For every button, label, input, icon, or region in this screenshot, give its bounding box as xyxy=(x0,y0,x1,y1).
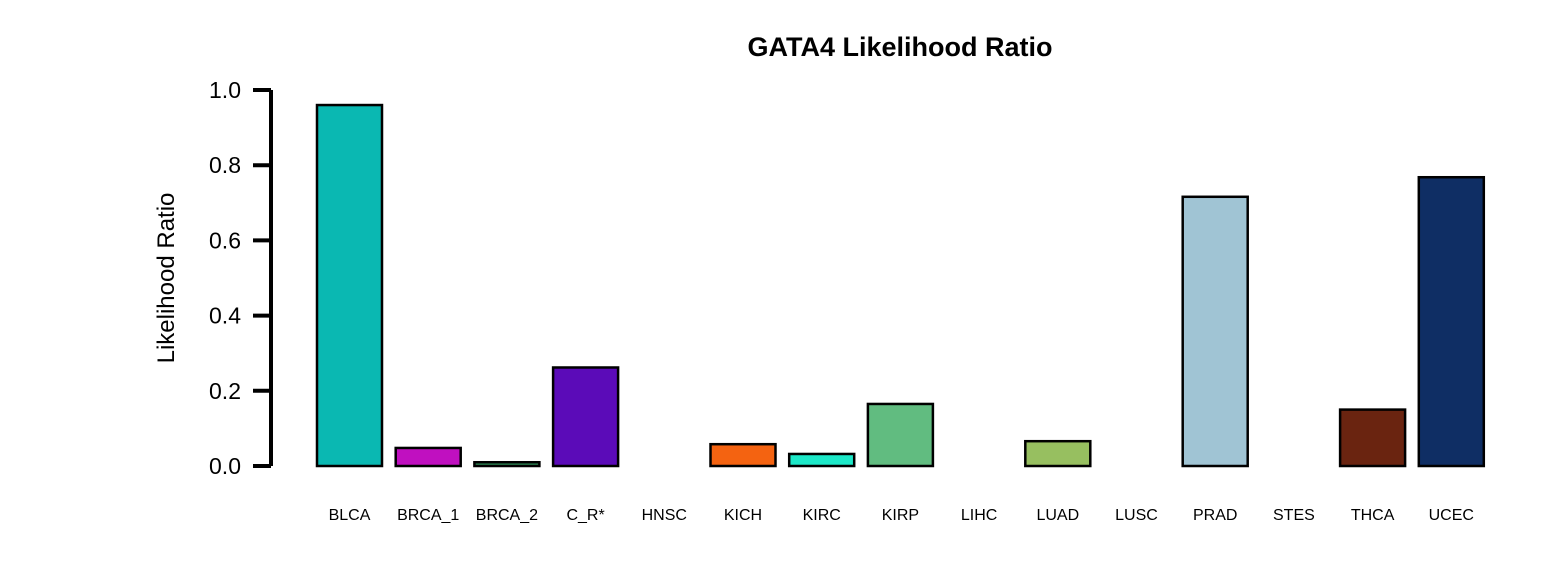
bar-brca-2 xyxy=(473,460,541,468)
x-tick-label: C_R* xyxy=(566,507,604,524)
y-tick-label: 1.0 xyxy=(209,77,241,103)
bar-kich xyxy=(709,442,777,468)
x-tick-label: STES xyxy=(1273,507,1315,524)
y-axis: 0.0 0.2 0.4 0.6 0.8 1.0 xyxy=(209,77,273,479)
bar-prad xyxy=(1181,195,1249,468)
x-tick-label: KIRP xyxy=(882,507,919,524)
x-axis-labels: BLCA BRCA_1 BRCA_2 C_R* HNSC KICH KIRC KIRP LIHC… xyxy=(329,507,1474,524)
bars xyxy=(315,103,1486,468)
bar-brca-1 xyxy=(394,446,462,468)
bar-blca xyxy=(315,103,384,468)
x-tick-label: LUSC xyxy=(1115,507,1158,524)
x-tick-label: HNSC xyxy=(642,507,687,524)
y-axis-label: Likelihood Ratio xyxy=(153,193,180,364)
x-tick-label: BLCA xyxy=(329,507,371,524)
y-tick-label: 0.6 xyxy=(209,227,241,253)
x-tick-label: UCEC xyxy=(1429,507,1474,524)
x-tick-label: LIHC xyxy=(961,507,997,524)
bar-thca xyxy=(1338,408,1407,468)
bar-luad xyxy=(1024,439,1092,468)
x-tick-label: THCA xyxy=(1351,507,1395,524)
bar-c-r xyxy=(551,366,620,468)
x-tick-label: BRCA_2 xyxy=(476,507,538,524)
bar-kirp xyxy=(866,402,935,468)
x-tick-label: BRCA_1 xyxy=(397,507,459,524)
y-tick-label: 0.0 xyxy=(209,453,241,479)
chart-title: GATA4 Likelihood Ratio xyxy=(747,32,1052,62)
y-tick-label: 0.4 xyxy=(209,303,241,329)
x-tick-label: KICH xyxy=(724,507,762,524)
bar-kirc xyxy=(787,452,856,468)
x-tick-label: LUAD xyxy=(1036,507,1079,524)
x-tick-label: KIRC xyxy=(803,507,841,524)
y-tick-label: 0.2 xyxy=(209,378,241,404)
y-tick-label: 0.8 xyxy=(209,152,241,178)
x-tick-label: PRAD xyxy=(1193,507,1237,524)
bar-ucec xyxy=(1417,175,1486,468)
